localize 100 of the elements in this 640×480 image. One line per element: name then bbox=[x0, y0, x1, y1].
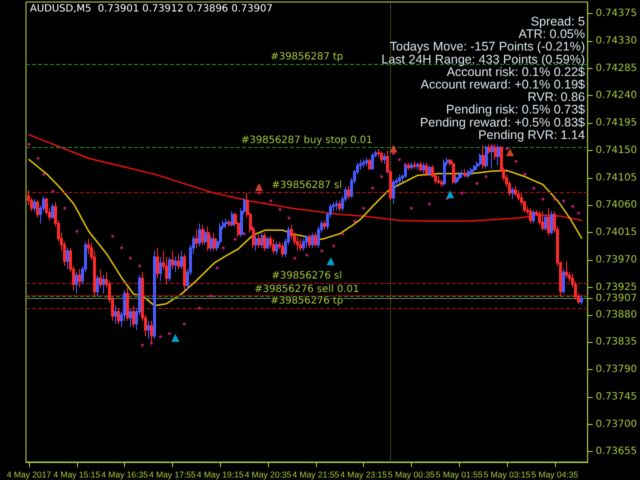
candlestick bbox=[529, 208, 532, 224]
candlestick bbox=[299, 238, 302, 252]
point bbox=[141, 344, 144, 347]
x-tick-label: 5 May 04:35 bbox=[531, 470, 578, 480]
annotation: RVR: 0.86 bbox=[528, 90, 586, 104]
candlestick bbox=[458, 171, 461, 182]
candlestick bbox=[117, 308, 120, 324]
ref-line-label: #39856276 sl bbox=[272, 270, 342, 282]
candlestick bbox=[156, 247, 159, 279]
candlestick bbox=[210, 235, 213, 252]
point bbox=[242, 232, 246, 236]
candlestick bbox=[255, 235, 258, 252]
point bbox=[222, 246, 225, 250]
candlestick bbox=[541, 210, 544, 232]
candlestick bbox=[168, 256, 171, 282]
candlestick bbox=[380, 151, 383, 164]
candlestick bbox=[398, 174, 401, 184]
point bbox=[476, 182, 479, 185]
y-tick-label: 0.73745 bbox=[596, 391, 638, 402]
ref-line-label: #39856287 tp bbox=[270, 52, 344, 63]
point bbox=[129, 256, 132, 260]
y-tick-label: 0.74150 bbox=[596, 144, 638, 156]
point bbox=[293, 256, 296, 260]
x-tick-label: 4 May 16:35 bbox=[101, 470, 148, 480]
candlestick bbox=[153, 250, 156, 340]
candlestick bbox=[204, 229, 207, 246]
candlestick bbox=[511, 186, 514, 200]
point bbox=[182, 322, 186, 326]
annotation: Todays Move: -157 Points (-0.21%) bbox=[390, 40, 585, 54]
y-tick-label: 0.74240 bbox=[596, 90, 638, 102]
candlestick bbox=[485, 145, 488, 170]
candlestick bbox=[102, 274, 105, 294]
point bbox=[506, 148, 514, 156]
candlestick bbox=[365, 157, 368, 167]
candlestick bbox=[422, 162, 425, 174]
x-tick-label: 4 May 23:15 bbox=[340, 470, 388, 480]
candlestick bbox=[258, 234, 261, 248]
point bbox=[541, 198, 544, 201]
point bbox=[532, 186, 536, 190]
candlestick bbox=[404, 163, 407, 178]
candlestick bbox=[263, 232, 266, 252]
candlestick bbox=[371, 153, 374, 170]
candlestick bbox=[580, 294, 583, 306]
point bbox=[332, 244, 336, 248]
chart-title: AUDUSD,M5 0.73901 0.73912 0.73896 0.73907 bbox=[30, 4, 273, 14]
point bbox=[75, 230, 78, 233]
point bbox=[404, 162, 407, 166]
candlestick bbox=[129, 308, 132, 328]
candlestick bbox=[464, 168, 467, 178]
point bbox=[216, 266, 219, 270]
y-tick-label: 0.73880 bbox=[596, 309, 638, 320]
y-tick-label: 0.74195 bbox=[596, 118, 638, 129]
candlestick bbox=[419, 160, 422, 172]
point bbox=[42, 172, 46, 176]
point bbox=[514, 160, 518, 163]
candlestick bbox=[443, 159, 446, 186]
annotation: Pending reward: +0.5% 0.83$ bbox=[420, 115, 586, 130]
candlestick bbox=[314, 232, 317, 248]
point bbox=[51, 190, 54, 193]
candlestick bbox=[407, 162, 410, 170]
candlestick bbox=[547, 208, 550, 236]
ref-line-label: #39856276 sell 0.01 bbox=[254, 284, 360, 295]
y-tick-label: 0.73925 bbox=[596, 282, 638, 293]
point bbox=[36, 156, 40, 160]
candlestick bbox=[532, 210, 535, 224]
point bbox=[234, 238, 237, 241]
candlestick bbox=[171, 250, 174, 270]
candlestick bbox=[368, 158, 371, 170]
point bbox=[380, 175, 384, 178]
point bbox=[138, 264, 142, 268]
candlestick bbox=[410, 162, 413, 170]
point bbox=[553, 198, 556, 201]
point bbox=[278, 208, 282, 211]
point bbox=[353, 220, 356, 223]
x-tick-label: 4 May 21:55 bbox=[292, 470, 340, 480]
candlestick bbox=[66, 247, 69, 270]
candlestick bbox=[183, 253, 186, 291]
point bbox=[168, 332, 171, 336]
candlestick bbox=[473, 164, 476, 174]
candlestick bbox=[440, 179, 443, 188]
y-tick-label: 0.73970 bbox=[596, 254, 638, 266]
y-tick-label: 0.74285 bbox=[596, 62, 638, 74]
point bbox=[505, 147, 508, 150]
point bbox=[410, 206, 413, 210]
candlestick bbox=[159, 256, 162, 282]
candlestick bbox=[132, 305, 135, 328]
x-tick-label: 4 May 20:35 bbox=[244, 470, 292, 480]
candlestick bbox=[338, 200, 341, 212]
candlestick bbox=[544, 214, 547, 232]
x-tick-label: 5 May 03:15 bbox=[484, 470, 531, 480]
y-tick-label: 0.73835 bbox=[596, 336, 638, 348]
candlestick bbox=[207, 226, 210, 252]
annotation: Last 24H Range: 433 Points (0.59%) bbox=[381, 52, 585, 66]
x-tick-label: 4 May 19:15 bbox=[196, 470, 244, 480]
y-tick-label: 0.74375 bbox=[596, 8, 638, 20]
candlestick bbox=[565, 260, 568, 279]
y-tick-label: 0.74015 bbox=[596, 227, 638, 238]
candlestick bbox=[335, 200, 338, 211]
point bbox=[287, 216, 290, 220]
candlestick bbox=[177, 253, 180, 270]
